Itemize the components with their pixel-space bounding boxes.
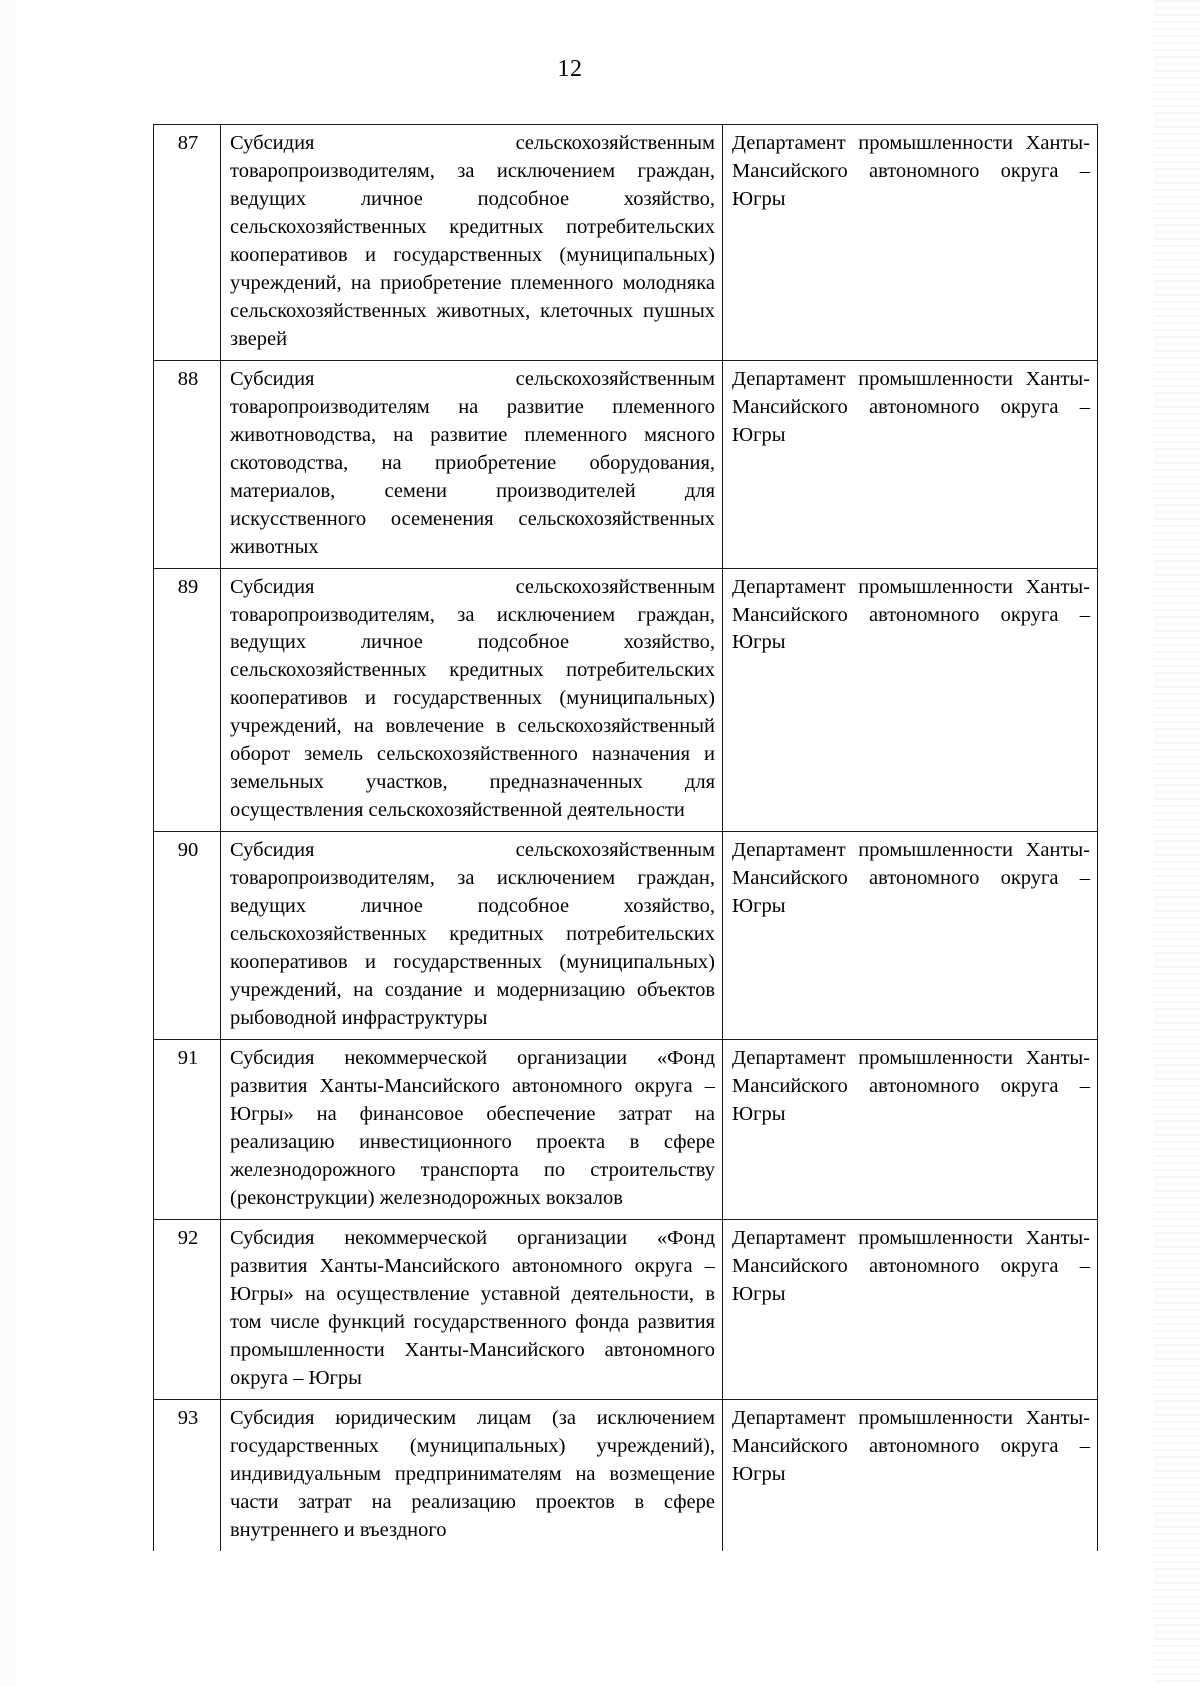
scan-right-edge-artifact <box>1154 0 1200 1686</box>
row-number-cell: 87 <box>153 124 221 361</box>
row-number-cell: 92 <box>153 1218 221 1400</box>
subsidy-description-cell: Субсидия некоммерческой организации «Фон… <box>220 1218 723 1400</box>
subsidy-description-cell: Субсидия сельскохозяйственным товаропрои… <box>220 359 723 569</box>
responsible-department-cell: Департамент промышленности Ханты-Мансийс… <box>722 1398 1098 1551</box>
row-number-cell: 93 <box>153 1398 221 1551</box>
table-body: 87 Субсидия сельскохозяйственным товароп… <box>153 124 1098 1551</box>
subsidy-registry-table: 87 Субсидия сельскохозяйственным товароп… <box>153 124 1098 1551</box>
table-row: 89 Субсидия сельскохозяйственным товароп… <box>153 567 1098 833</box>
responsible-department-cell: Департамент промышленности Ханты-Мансийс… <box>722 567 1098 833</box>
table-row: 92 Субсидия некоммерческой организации «… <box>153 1218 1098 1400</box>
registry-table-container: 87 Субсидия сельскохозяйственным товароп… <box>153 124 1098 1551</box>
row-number-cell: 91 <box>153 1039 221 1220</box>
table-row: 93 Субсидия юридическим лицам (за исключ… <box>153 1398 1098 1551</box>
page-number: 12 <box>557 56 583 82</box>
subsidy-description-cell: Субсидия юридическим лицам (за исключени… <box>220 1398 723 1551</box>
table-row: 87 Субсидия сельскохозяйственным товароп… <box>153 124 1098 361</box>
responsible-department-cell: Департамент промышленности Ханты-Мансийс… <box>722 1039 1098 1220</box>
responsible-department-cell: Департамент промышленности Ханты-Мансийс… <box>722 1218 1098 1400</box>
responsible-department-cell: Департамент промышленности Ханты-Мансийс… <box>722 831 1098 1041</box>
row-number-cell: 89 <box>153 567 221 833</box>
responsible-department-cell: Департамент промышленности Ханты-Мансийс… <box>722 124 1098 361</box>
table-row: 90 Субсидия сельскохозяйственным товароп… <box>153 831 1098 1041</box>
table-row: 88 Субсидия сельскохозяйственным товароп… <box>153 359 1098 569</box>
scan-left-margin-artifact <box>0 0 16 1686</box>
row-number-cell: 90 <box>153 831 221 1041</box>
table-row: 91 Субсидия некоммерческой организации «… <box>153 1039 1098 1220</box>
subsidy-description-cell: Субсидия некоммерческой организации «Фон… <box>220 1039 723 1220</box>
subsidy-description-cell: Субсидия сельскохозяйственным товаропрои… <box>220 831 723 1041</box>
subsidy-description-cell: Субсидия сельскохозяйственным товаропрои… <box>220 124 723 361</box>
row-number-cell: 88 <box>153 359 221 569</box>
subsidy-description-cell: Субсидия сельскохозяйственным товаропрои… <box>220 567 723 833</box>
responsible-department-cell: Департамент промышленности Ханты-Мансийс… <box>722 359 1098 569</box>
